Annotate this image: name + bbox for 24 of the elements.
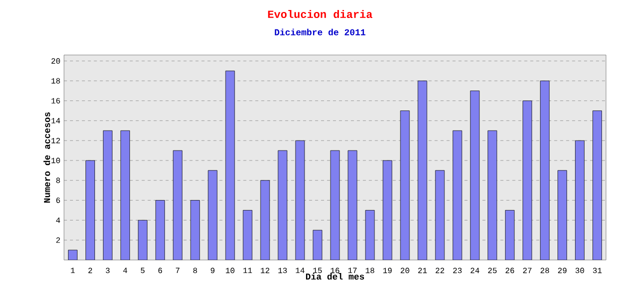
bar [190, 200, 200, 260]
bar [103, 130, 112, 260]
bar [172, 150, 182, 260]
bar [592, 110, 602, 260]
y-axis-title: Numero de accesos [43, 112, 50, 203]
bar [242, 210, 252, 260]
bar [452, 130, 462, 260]
bar [120, 130, 130, 260]
chart-subtitle: Diciembre de 2011 [274, 28, 366, 36]
bar [505, 210, 515, 260]
bar [138, 220, 148, 260]
x-axis-title: Dia del mes [306, 273, 364, 280]
bar [488, 130, 498, 260]
bar [540, 80, 550, 260]
bar [208, 170, 218, 260]
bar [155, 200, 165, 260]
bar [435, 170, 445, 260]
bar [558, 170, 567, 260]
chart-title: Evolucion diaria [268, 10, 372, 18]
bar [575, 140, 584, 260]
bar [225, 70, 235, 260]
bar [522, 100, 532, 260]
bar [470, 90, 480, 260]
bar [86, 160, 95, 260]
